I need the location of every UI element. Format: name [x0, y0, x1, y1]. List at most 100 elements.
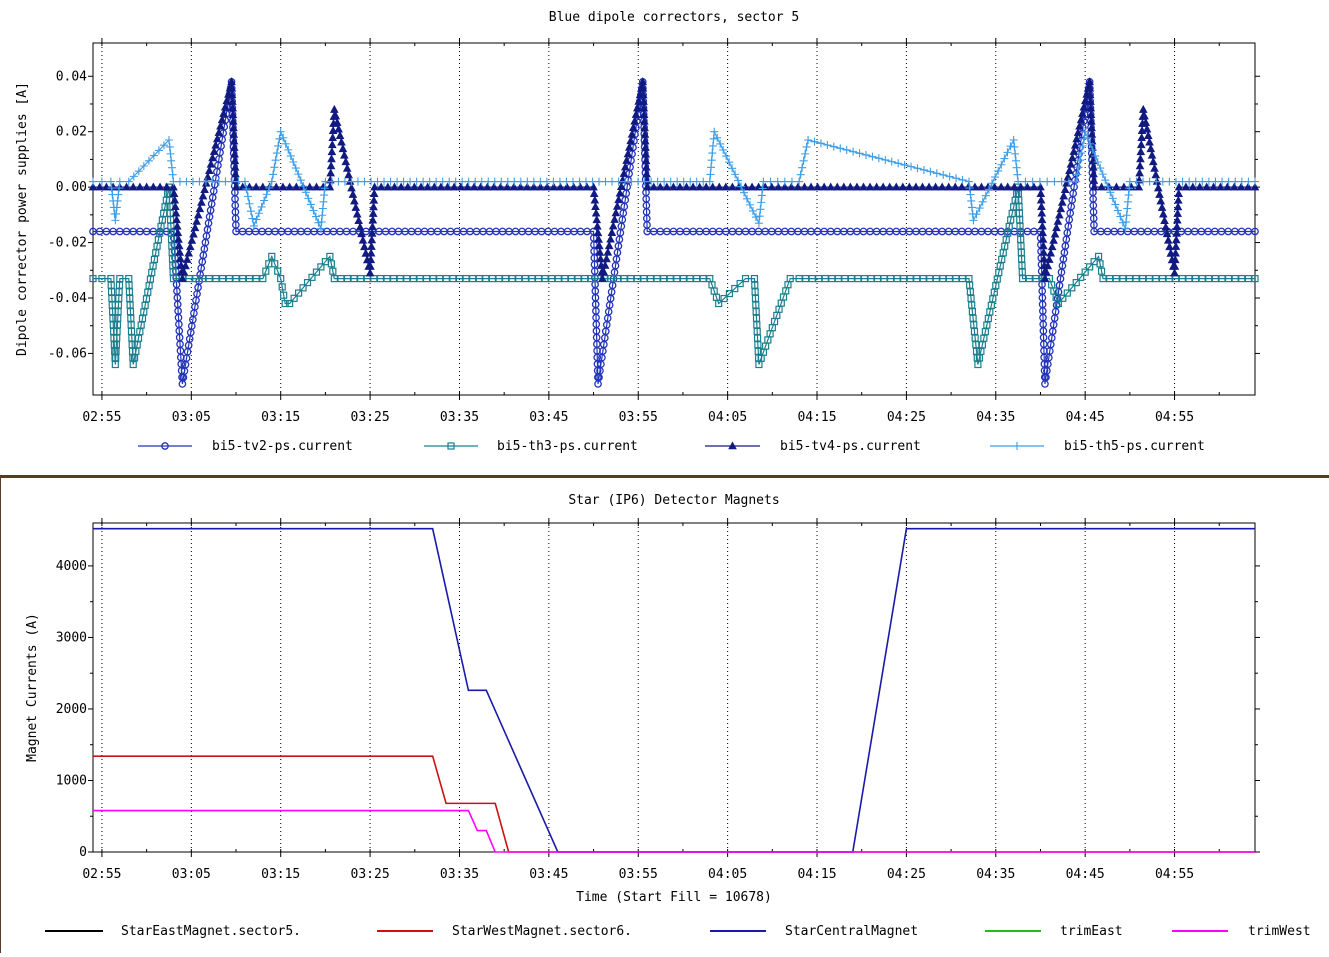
data-point	[149, 182, 158, 191]
data-point	[214, 127, 224, 136]
data-point	[756, 205, 765, 214]
data-point	[154, 146, 163, 155]
data-point	[994, 166, 1003, 175]
data-point	[192, 216, 201, 225]
data-point	[219, 274, 227, 283]
data-point	[396, 182, 406, 191]
data-point	[529, 182, 539, 191]
x-minor-ticks	[101, 523, 1220, 852]
data-point	[569, 182, 578, 191]
x-tick-label: 04:45	[1066, 410, 1105, 425]
data-point	[335, 131, 345, 139]
data-point	[874, 154, 883, 163]
data-point	[124, 177, 133, 186]
data-point	[714, 182, 724, 191]
data-point	[1165, 242, 1174, 251]
data-point	[212, 274, 220, 283]
legend-label: trimEast	[1060, 924, 1123, 939]
data-point	[274, 267, 282, 275]
data-point	[944, 182, 954, 191]
data-point	[129, 172, 138, 181]
data-point	[279, 133, 288, 142]
y-tick-label: 1000	[56, 773, 87, 788]
data-point	[1138, 104, 1148, 113]
data-point	[111, 216, 120, 225]
data-point	[1161, 222, 1171, 231]
data-point	[1059, 294, 1067, 302]
data-point	[800, 182, 809, 191]
data-point	[767, 182, 777, 191]
data-point	[1057, 197, 1067, 206]
series-bi5-tv4-ps.current	[88, 77, 1260, 282]
data-point	[257, 202, 266, 211]
series-bi5-th3-ps.current	[89, 183, 1259, 369]
data-point	[968, 301, 976, 309]
data-point	[970, 321, 978, 329]
y-tick-label: 0.00	[56, 180, 87, 195]
data-point	[106, 177, 115, 186]
top-chart-panel: Blue dipole correctors, sector 5 Dipole c…	[0, 0, 1329, 475]
data-point	[753, 321, 761, 329]
data-point	[159, 141, 168, 150]
data-point	[115, 294, 123, 303]
data-point	[575, 182, 585, 191]
data-point	[1081, 268, 1089, 276]
data-point	[1050, 229, 1060, 238]
data-point	[205, 274, 213, 283]
data-point	[742, 194, 751, 203]
data-point	[225, 274, 233, 283]
data-point	[1137, 133, 1146, 142]
data-point	[1014, 177, 1023, 186]
data-point	[725, 289, 734, 298]
data-point	[114, 190, 123, 199]
data-point	[216, 121, 225, 130]
data-point	[1036, 189, 1046, 197]
data-point	[1181, 182, 1191, 191]
data-point	[924, 182, 934, 191]
data-point	[167, 163, 176, 172]
data-point	[965, 184, 974, 193]
data-point	[116, 274, 124, 283]
data-point	[1136, 154, 1145, 163]
data-point	[1075, 121, 1084, 130]
data-point	[367, 235, 377, 244]
data-point	[165, 142, 174, 151]
data-point	[469, 182, 479, 191]
data-point	[97, 177, 106, 186]
data-point	[1081, 127, 1090, 136]
data-point	[358, 235, 368, 244]
data-point	[593, 228, 603, 237]
data-point	[1172, 222, 1182, 231]
data-point	[787, 182, 796, 191]
data-point	[708, 149, 717, 158]
data-point	[1072, 134, 1081, 143]
data-point	[823, 140, 832, 149]
data-point	[174, 234, 183, 243]
data-point	[369, 189, 379, 198]
x-tick-label: 04:05	[708, 410, 747, 425]
data-point	[182, 254, 192, 263]
data-point	[1044, 254, 1054, 263]
data-point	[341, 157, 351, 166]
data-point	[1010, 142, 1019, 151]
panel-separator	[0, 475, 1329, 478]
data-point	[303, 278, 312, 287]
data-point	[122, 182, 131, 191]
data-point	[109, 314, 117, 322]
x-tick-label: 03:45	[529, 410, 568, 425]
x-tick-label: 03:25	[351, 410, 390, 425]
data-point	[1224, 274, 1233, 283]
data-point	[1091, 151, 1100, 160]
data-point	[1072, 278, 1080, 287]
data-point	[1055, 210, 1064, 219]
y-axis: 0.04 0.02 0.00 -0.02 -0.04 -0.06	[48, 69, 1260, 361]
data-point	[245, 199, 254, 208]
data-point	[816, 139, 825, 148]
legend-label: bi5-tv4-ps.current	[780, 439, 921, 454]
data-point	[134, 167, 143, 176]
data-point	[292, 182, 301, 191]
data-point	[549, 182, 559, 191]
data-point	[252, 215, 261, 224]
data-point	[633, 103, 642, 112]
chart-title: Blue dipole correctors, sector 5	[549, 10, 799, 25]
